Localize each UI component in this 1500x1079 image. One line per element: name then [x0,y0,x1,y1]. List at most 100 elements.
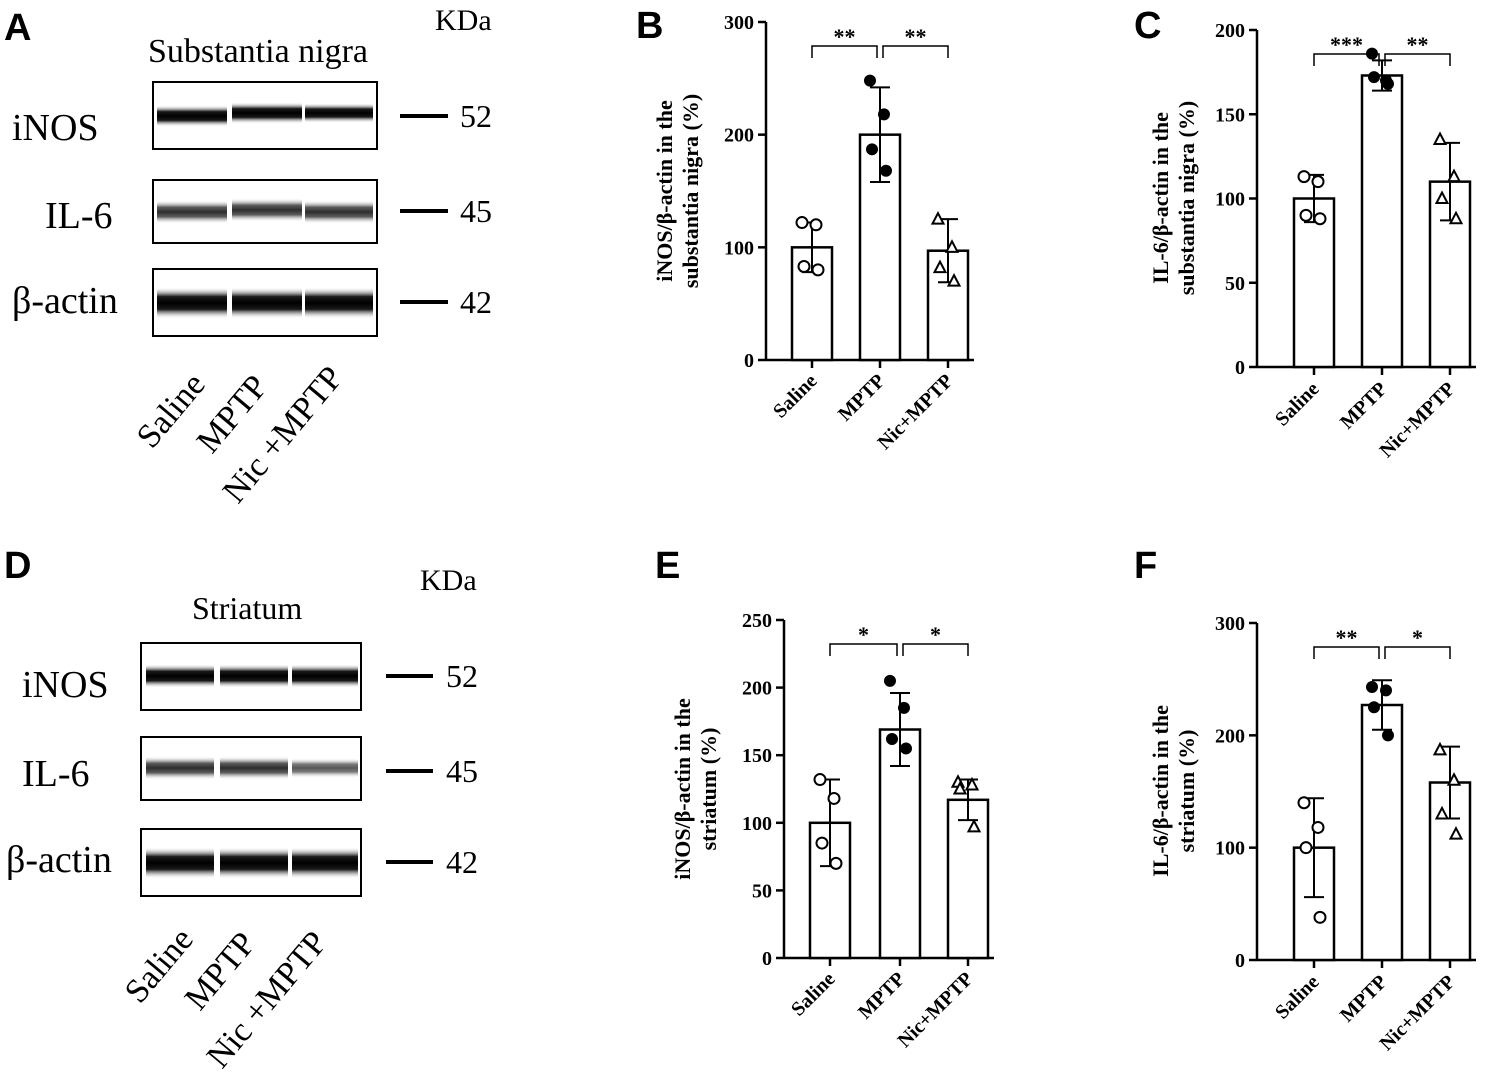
band [220,847,288,879]
bar [1292,197,1336,369]
data-point [964,776,980,791]
data-point [1297,796,1311,810]
blot-title: Substantia nigra [148,33,368,70]
y-axis-label-line2: substantia nigra (%) [1174,101,1199,295]
chart-panel-e: E 0 50 100 150 200 250 iNOS/β-actin in thestri… [655,545,994,1052]
bar [946,798,990,960]
data-point [1446,168,1462,183]
kda-label: KDa [420,564,477,597]
band [220,664,288,688]
y-axis-label-line1: iNOS/β-actin in the [670,698,695,880]
data-point [1311,820,1325,834]
data-point [1382,77,1394,90]
mw-45: 45 [446,753,478,789]
data-point [1434,805,1450,820]
band [232,287,302,319]
panel-label-d: D [4,545,31,587]
data-point [1380,684,1392,697]
y-tick-label: 200 [1215,725,1245,747]
band [305,200,373,224]
data-point [795,216,809,230]
data-point [1366,681,1378,694]
band [146,756,214,780]
band [146,847,214,879]
mw-42: 42 [446,844,478,880]
data-point [813,773,827,787]
band [305,287,373,319]
band [292,847,358,879]
significance-bracket [882,45,949,58]
y-tick-label: 300 [724,12,754,34]
y-tick-label: 100 [1215,189,1245,211]
mw-42: 42 [460,284,492,320]
chart-panel-c: C 0 50 100 150 200 IL-6/β-actin in thesubstan… [1134,5,1476,462]
data-point [829,856,843,870]
data-point [1368,71,1380,84]
x-tick-label: MPTP [834,370,890,426]
significance-label: * [930,622,941,647]
data-point [1311,175,1325,189]
panel-label-b: B [636,5,663,47]
y-axis-label: IL-6/β-actin in thesubstantia nigra (%) [1148,101,1199,295]
y-tick-label: 300 [1215,613,1245,635]
data-point [827,791,841,805]
y-tick-label: 200 [724,125,754,147]
significance-bracket [1313,53,1380,66]
y-axis-label: iNOS/β-actin in thesubstantia nigra (%) [652,94,703,288]
data-point [880,164,892,177]
significance-bracket [811,45,878,58]
y-tick-label: 100 [1215,838,1245,860]
mw-45: 45 [460,193,492,229]
y-tick-label: 0 [1235,950,1245,972]
data-point [1434,190,1450,204]
data-point [900,742,912,755]
data-point [1382,729,1394,742]
x-tick-label: MPTP [1336,971,1392,1027]
data-point [1432,131,1448,146]
y-axis-label-line2: striatum (%) [1174,730,1199,853]
significance-bracket [1313,646,1380,659]
data-point [944,239,960,253]
band [146,664,214,688]
data-point [1448,826,1464,840]
data-point [884,674,896,687]
x-tick-label: Saline [769,370,822,423]
y-axis-label: iNOS/β-actin in thestriatum (%) [670,698,721,880]
band [220,756,288,780]
y-axis-label-line2: striatum (%) [696,728,721,851]
significance-bracket [829,643,898,656]
data-point [1448,210,1464,225]
data-point [952,780,968,795]
y-axis-label-line2: substantia nigra (%) [678,94,703,288]
panel-d: D Striatum KDa iNOS 52 IL-6 45 β-actin 4… [4,545,478,1075]
significance-bracket [1384,646,1451,659]
panel-label-f: F [1134,545,1157,587]
x-tick-label: MPTP [1336,378,1392,434]
data-point [1313,212,1327,226]
band [232,102,302,124]
data-point [866,143,878,156]
y-tick-label: 50 [1225,273,1245,295]
y-tick-label: 0 [762,948,772,970]
chart-panel-b: B 0 100 200 300 iNOS/β-actin in thesubstanti… [636,5,974,454]
panel-label-a: A [4,7,31,49]
blot-row-label-actin: β-actin [12,280,118,322]
data-point [1299,208,1313,222]
blot-row-label-il6: IL-6 [45,195,113,237]
band [292,758,358,778]
data-point [1368,701,1380,714]
data-point [1313,910,1327,924]
y-axis-label: IL-6/β-actin in thestriatum (%) [1148,705,1199,877]
data-point [1446,772,1462,786]
data-point [797,259,811,273]
mw-52: 52 [460,98,492,134]
data-point [878,108,890,121]
panel-a: A Substantia nigra KDa iNOS 52 IL-6 45 β… [4,4,492,510]
y-tick-label: 0 [1235,357,1245,379]
panel-label-c: C [1134,5,1161,47]
y-tick-label: 250 [742,610,772,632]
data-point [932,259,948,274]
significance-label: *** [1330,32,1363,57]
band [232,198,302,222]
